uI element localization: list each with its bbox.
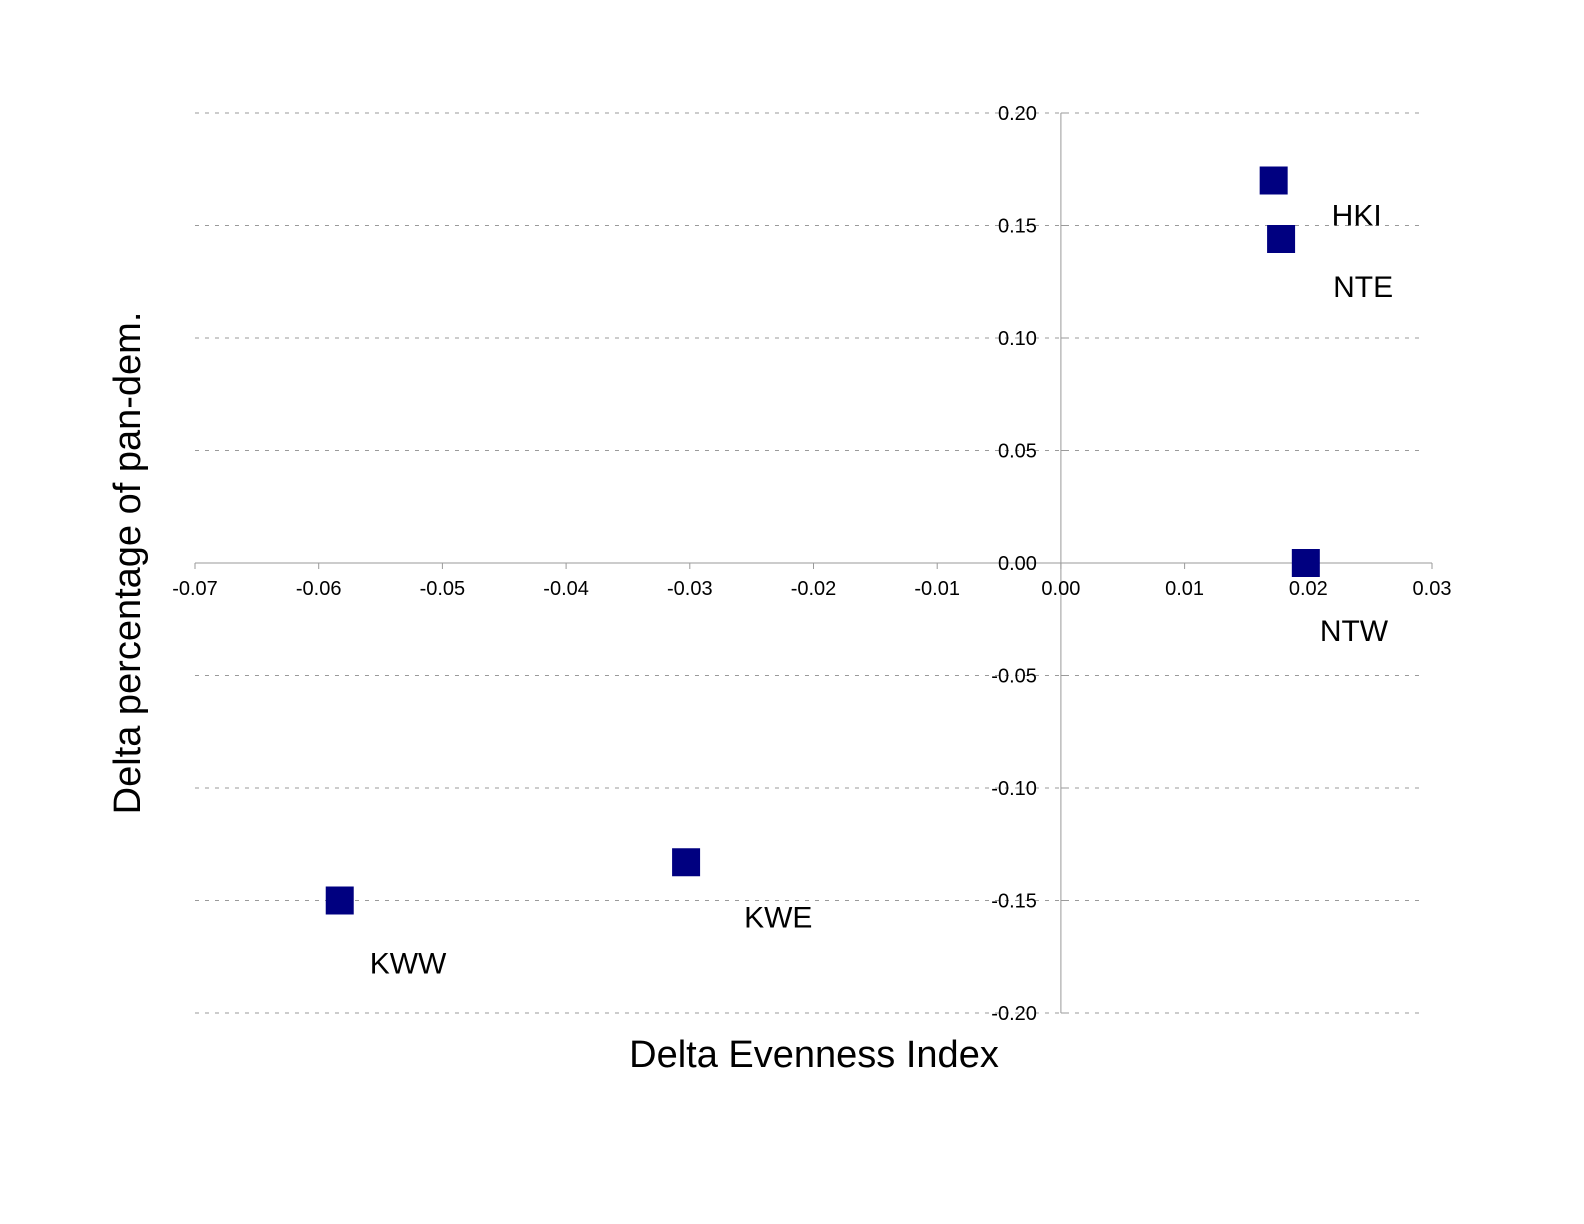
y-tick-label: -0.05 [991,666,1037,688]
y-tick-label: 0.20 [998,103,1037,125]
x-tick-label: 0.00 [1041,578,1080,600]
data-label-kwe: KWE [744,901,812,934]
data-label-hki: HKI [1332,200,1382,233]
data-point-kwe [672,848,701,877]
y-tick-label: -0.20 [991,1003,1037,1025]
data-label-ntw: NTW [1320,615,1389,648]
y-tick-label: 0.00 [998,553,1037,575]
y-tick-label: 0.15 [998,216,1037,238]
data-point-ntw [1291,549,1320,577]
data-point-kww [325,886,354,915]
y-tick-label: 0.10 [998,328,1037,350]
x-axis-title: Delta Evenness Index [629,1034,999,1076]
y-axis-ticks: 0.20 0.15 0.10 0.05 0.00 -0.05 -0.10 -0.15 -0.20 [991,103,1067,1025]
x-tick-label: 0.03 [1413,578,1452,600]
x-tick-label: -0.04 [543,578,589,600]
data-label-kww: KWW [370,948,447,981]
y-tick-label: 0.05 [998,441,1037,463]
x-tick-label: -0.05 [420,578,466,600]
data-label-nte: NTE [1333,271,1393,304]
x-tick-label: 0.02 [1289,578,1328,600]
x-tick-label: -0.01 [914,578,960,600]
data-point-nte [1267,225,1296,253]
y-tick-label: -0.15 [991,891,1037,913]
data-points [325,166,1320,915]
x-axis-ticks: -0.07 -0.06 -0.05 -0.04 -0.03 -0.02 -0.01 0.00 0… [172,563,1451,600]
x-tick-label: -0.03 [667,578,713,600]
x-tick-label: -0.07 [172,578,218,600]
x-tick-label: 0.01 [1165,578,1204,600]
x-tick-label: -0.06 [296,578,342,600]
data-point-hki [1259,166,1288,195]
data-point-labels: HKI NTE NTW KWE KWW [370,200,1393,981]
x-tick-label: -0.02 [791,578,837,600]
y-tick-label: -0.10 [991,778,1037,800]
y-axis-title: Delta percentage of pan-dem. [107,312,149,815]
